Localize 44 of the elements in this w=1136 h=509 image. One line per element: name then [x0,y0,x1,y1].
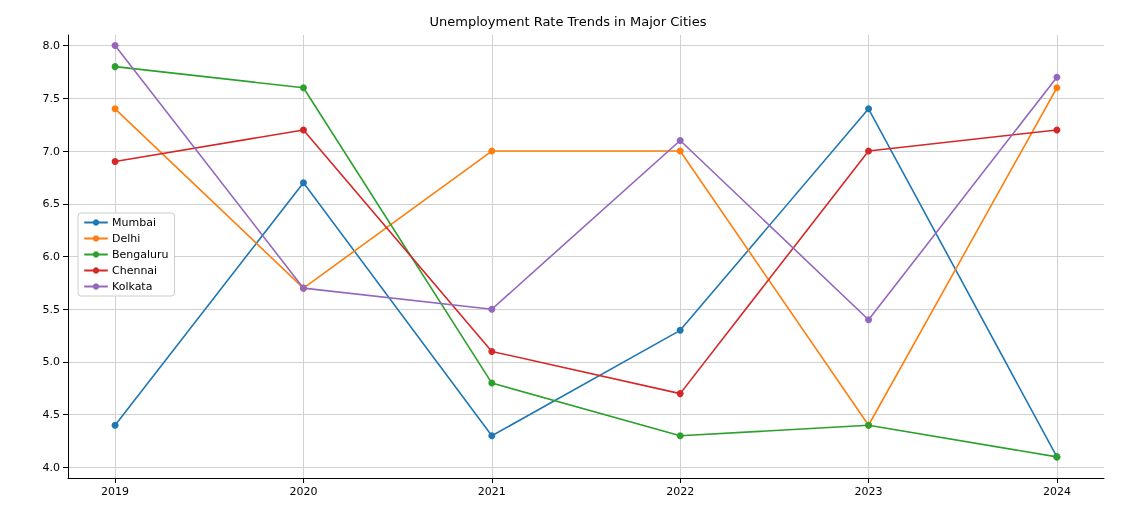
y-tick-label: 5.0 [42,355,60,369]
legend-label: Delhi [112,232,141,245]
point [1053,73,1061,81]
y-tick-label: 4.0 [42,460,60,474]
point [111,158,119,166]
y-tick-label: 6.5 [42,197,60,211]
point [865,316,873,324]
point [676,432,684,440]
chart-title: Unemployment Rate Trends in Major Cities [429,14,707,29]
point [676,390,684,398]
x-tick-label: 2022 [666,485,695,498]
point [488,147,496,155]
point [111,63,119,71]
point [299,126,307,134]
point [1053,84,1061,92]
point [299,179,307,187]
legend-label: Mumbai [112,216,156,229]
x-tick-label: 2024 [1042,485,1071,498]
point [488,305,496,313]
x-tick-label: 2021 [477,485,506,498]
y-tick-label: 4.5 [42,408,60,422]
x-tick-label: 2023 [854,485,883,498]
point [865,105,873,113]
legend-label: Bengaluru [112,248,169,261]
point [488,379,496,387]
point [111,421,119,429]
point [676,147,684,155]
point [488,347,496,355]
y-tick-label: 5.5 [42,302,60,316]
point [488,432,496,440]
point [676,326,684,334]
legend-label: Kolkata [112,280,153,293]
x-tick-label: 2020 [289,485,318,498]
x-tick-label: 2019 [101,485,130,498]
y-tick-label: 6.0 [42,250,60,263]
point [865,147,873,155]
y-tick-label: 7.0 [42,144,60,158]
point [676,136,684,144]
point [299,84,307,92]
point [111,105,119,113]
point [111,42,119,50]
y-tick-label: 7.5 [42,91,60,105]
y-tick-label: 8.0 [42,39,60,53]
legend-label: Chennai [112,264,158,277]
